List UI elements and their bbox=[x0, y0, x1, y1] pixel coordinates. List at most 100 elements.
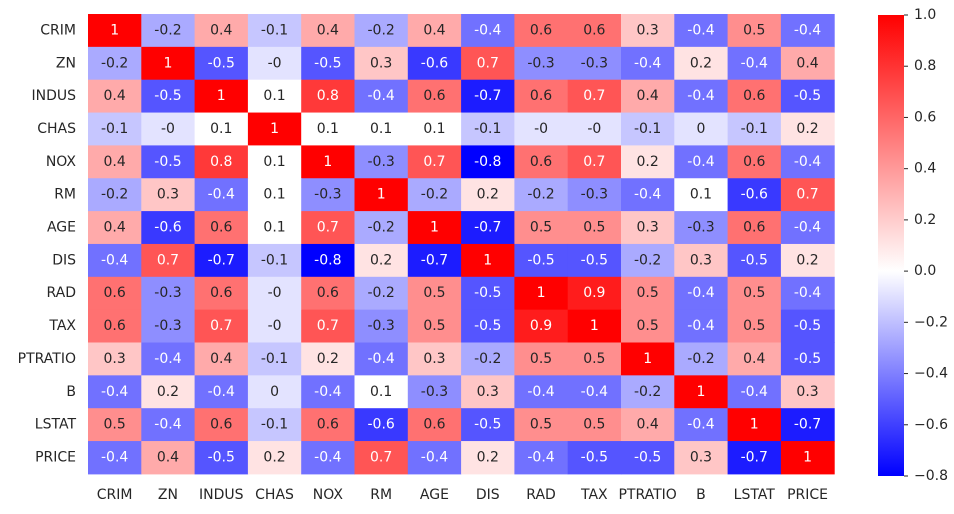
heatmap-cell-chas-age bbox=[407, 112, 462, 146]
heatmap-cell-rm-crim bbox=[88, 178, 142, 212]
heatmap-cell-nox-zn bbox=[141, 145, 196, 179]
heatmap-cell-price-rad bbox=[514, 441, 569, 475]
heatmap-cell-crim-b bbox=[674, 14, 729, 48]
cell-value-label: 0.6 bbox=[530, 88, 552, 104]
cell-value-label: 0.2 bbox=[796, 252, 818, 268]
heatmap-cell-tax-rm bbox=[354, 309, 409, 343]
heatmap-cell-dis-age bbox=[407, 243, 462, 278]
column-label-ptratio: PTRATIO bbox=[618, 487, 676, 503]
heatmap-cell-price-indus bbox=[194, 441, 249, 475]
heatmap-cell-zn-tax bbox=[567, 46, 622, 81]
heatmap-cell-tax-rad bbox=[514, 309, 569, 343]
cell-value-label: -0.5 bbox=[581, 252, 608, 268]
heatmap-cell-nox-rad bbox=[514, 145, 569, 179]
cell-value-label: 0.2 bbox=[263, 449, 285, 465]
heatmap-cell-zn-price bbox=[780, 46, 835, 81]
row-label-tax: TAX bbox=[48, 318, 76, 334]
heatmap-cell-crim-tax bbox=[567, 14, 622, 48]
cell-value-label: 0.7 bbox=[157, 252, 179, 268]
heatmap-cell-lstat-rad bbox=[514, 408, 569, 442]
heatmap-cell-rad-rad bbox=[514, 276, 569, 311]
heatmap-cell-price-crim bbox=[88, 441, 142, 475]
heatmap-cell-indus-tax bbox=[567, 79, 622, 114]
cell-value-label: -0.5 bbox=[154, 88, 181, 104]
heatmap-cell-age-lstat bbox=[727, 211, 782, 245]
cell-value-label: 0.6 bbox=[317, 417, 339, 433]
cell-value-label: 0.4 bbox=[210, 22, 232, 38]
heatmap-cell-price-ptratio bbox=[621, 441, 675, 475]
cell-value-label: 0.9 bbox=[530, 318, 552, 334]
heatmap-cell-zn-nox bbox=[301, 46, 355, 81]
heatmap-cells: 1 -0.2 0.4 -0.1 0.4 -0.2 0.4 -0.4 0.6 0.6 0.3 -0.4 0… bbox=[88, 14, 835, 475]
cell-value-label: -0.8 bbox=[474, 154, 501, 170]
cell-value-label: -0.4 bbox=[314, 384, 341, 400]
heatmap-cell-rad-zn bbox=[141, 276, 196, 311]
cell-value-label: 0.6 bbox=[423, 417, 445, 433]
cell-value-label: 0.1 bbox=[263, 88, 285, 104]
heatmap-cell-lstat-ptratio bbox=[621, 408, 675, 442]
cell-value-label: 0.7 bbox=[317, 220, 339, 236]
cell-value-label: -0.4 bbox=[527, 449, 554, 465]
heatmap-cell-ptratio-dis bbox=[461, 342, 515, 376]
heatmap-cell-chas-dis bbox=[461, 112, 515, 146]
cell-value-label: 0.4 bbox=[104, 88, 126, 104]
heatmap-cell-lstat-lstat bbox=[727, 408, 782, 442]
cell-value-label: 1 bbox=[430, 220, 439, 236]
heatmap-cell-zn-ptratio bbox=[621, 46, 675, 81]
heatmap-cell-tax-indus bbox=[194, 309, 249, 343]
cell-value-label: -0.4 bbox=[687, 88, 714, 104]
cell-value-label: -0.4 bbox=[794, 22, 821, 38]
heatmap-cell-rad-nox bbox=[301, 276, 355, 311]
cell-value-label: 0.6 bbox=[583, 22, 605, 38]
cell-value-label: -0.4 bbox=[208, 187, 235, 203]
heatmap-cell-tax-b bbox=[674, 309, 729, 343]
heatmap-cell-rad-b bbox=[674, 276, 729, 311]
cell-value-label: -0.4 bbox=[367, 351, 394, 367]
heatmap-cell-rad-lstat bbox=[727, 276, 782, 311]
heatmap-cell-tax-tax bbox=[567, 309, 622, 343]
cell-value-label: 0.5 bbox=[530, 417, 552, 433]
heatmap-cell-price-b bbox=[674, 441, 729, 475]
heatmap-cell-dis-ptratio bbox=[621, 243, 675, 278]
cell-value-label: 0.2 bbox=[477, 449, 499, 465]
heatmap-cell-lstat-tax bbox=[567, 408, 622, 442]
cell-value-label: -0 bbox=[268, 318, 282, 334]
heatmap-cell-nox-lstat bbox=[727, 145, 782, 179]
column-label-tax: TAX bbox=[580, 487, 608, 503]
heatmap-cell-age-rad bbox=[514, 211, 569, 245]
colorbar-tick-label: −0.8 bbox=[914, 468, 948, 484]
cell-value-label: 0 bbox=[270, 384, 279, 400]
cell-value-label: -0.4 bbox=[101, 384, 128, 400]
heatmap-cell-b-b bbox=[674, 375, 729, 409]
heatmap-cell-nox-price bbox=[780, 145, 835, 179]
heatmap-cell-ptratio-tax bbox=[567, 342, 622, 376]
heatmap-cell-price-nox bbox=[301, 441, 355, 475]
heatmap-cell-rm-zn bbox=[141, 178, 196, 212]
heatmap-cell-crim-indus bbox=[194, 14, 249, 48]
cell-value-label: -0.6 bbox=[154, 220, 181, 236]
cell-value-label: -0.2 bbox=[101, 55, 128, 71]
cell-value-label: 0.7 bbox=[583, 154, 605, 170]
column-labels: CRIM ZN INDUS CHAS NOX RM AGE DIS RAD TAX PTRATIO B… bbox=[97, 487, 828, 503]
heatmap-cell-rm-chas bbox=[247, 178, 302, 212]
cell-value-label: -0.5 bbox=[474, 285, 501, 301]
heatmap-cell-chas-rad bbox=[514, 112, 569, 146]
row-label-zn: ZN bbox=[56, 55, 76, 71]
heatmap-cell-rad-tax bbox=[567, 276, 622, 311]
cell-value-label: 0.3 bbox=[423, 351, 445, 367]
colorbar-tick-label: −0.4 bbox=[914, 366, 948, 382]
cell-value-label: 0.6 bbox=[104, 285, 126, 301]
heatmap-cell-rad-chas bbox=[247, 276, 302, 311]
heatmap-cell-ptratio-zn bbox=[141, 342, 196, 376]
heatmap-cell-b-tax bbox=[567, 375, 622, 409]
cell-value-label: -0.4 bbox=[421, 449, 448, 465]
cell-value-label: 0.7 bbox=[477, 55, 499, 71]
colorbar-tick-label: −0.6 bbox=[914, 417, 948, 433]
cell-value-label: -0.5 bbox=[154, 154, 181, 170]
cell-value-label: 1 bbox=[590, 318, 599, 334]
heatmap-cell-b-nox bbox=[301, 375, 355, 409]
cell-value-label: 0.7 bbox=[583, 88, 605, 104]
cell-value-label: -0.7 bbox=[474, 220, 501, 236]
heatmap-cell-crim-chas bbox=[247, 14, 302, 48]
heatmap-cell-rad-age bbox=[407, 276, 462, 311]
